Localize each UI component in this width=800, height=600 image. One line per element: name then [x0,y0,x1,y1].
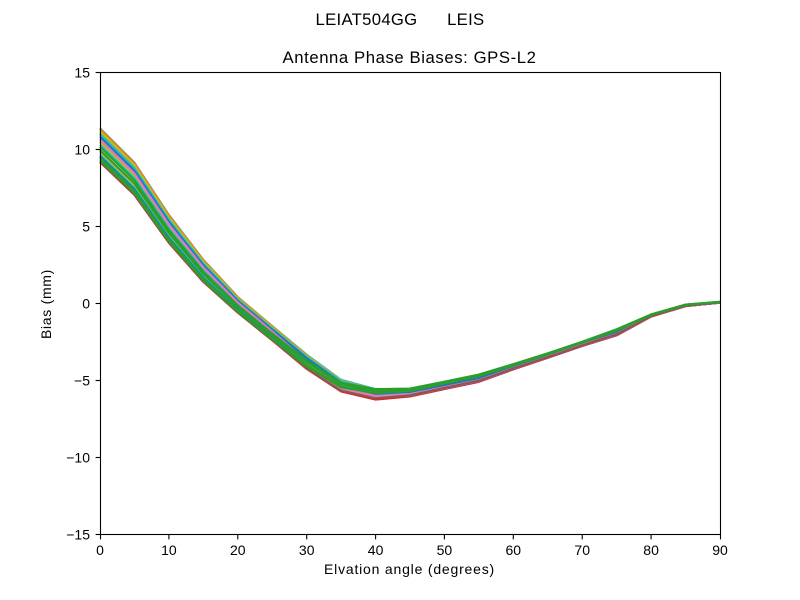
svg-text:50: 50 [437,542,453,558]
svg-text:60: 60 [506,542,522,558]
svg-text:−5: −5 [74,373,90,389]
svg-text:40: 40 [368,542,384,558]
svg-text:−10: −10 [66,450,90,466]
svg-text:0: 0 [82,296,90,312]
svg-text:Elvation angle (degrees): Elvation angle (degrees) [324,561,495,577]
svg-text:−15: −15 [66,527,90,543]
svg-text:90: 90 [712,542,728,558]
svg-text:30: 30 [299,542,315,558]
svg-text:Bias (mm): Bias (mm) [38,269,54,339]
svg-text:10: 10 [74,142,90,158]
svg-text:15: 15 [74,65,90,81]
svg-text:80: 80 [643,542,659,558]
svg-text:10: 10 [161,542,177,558]
svg-text:LEIAT504GG LEIS: LEIAT504GG LEIS [316,10,485,29]
svg-text:Antenna Phase Biases: GPS-L2: Antenna Phase Biases: GPS-L2 [283,48,537,67]
svg-text:0: 0 [96,542,104,558]
svg-text:20: 20 [230,542,246,558]
svg-text:5: 5 [82,219,90,235]
svg-text:70: 70 [574,542,590,558]
